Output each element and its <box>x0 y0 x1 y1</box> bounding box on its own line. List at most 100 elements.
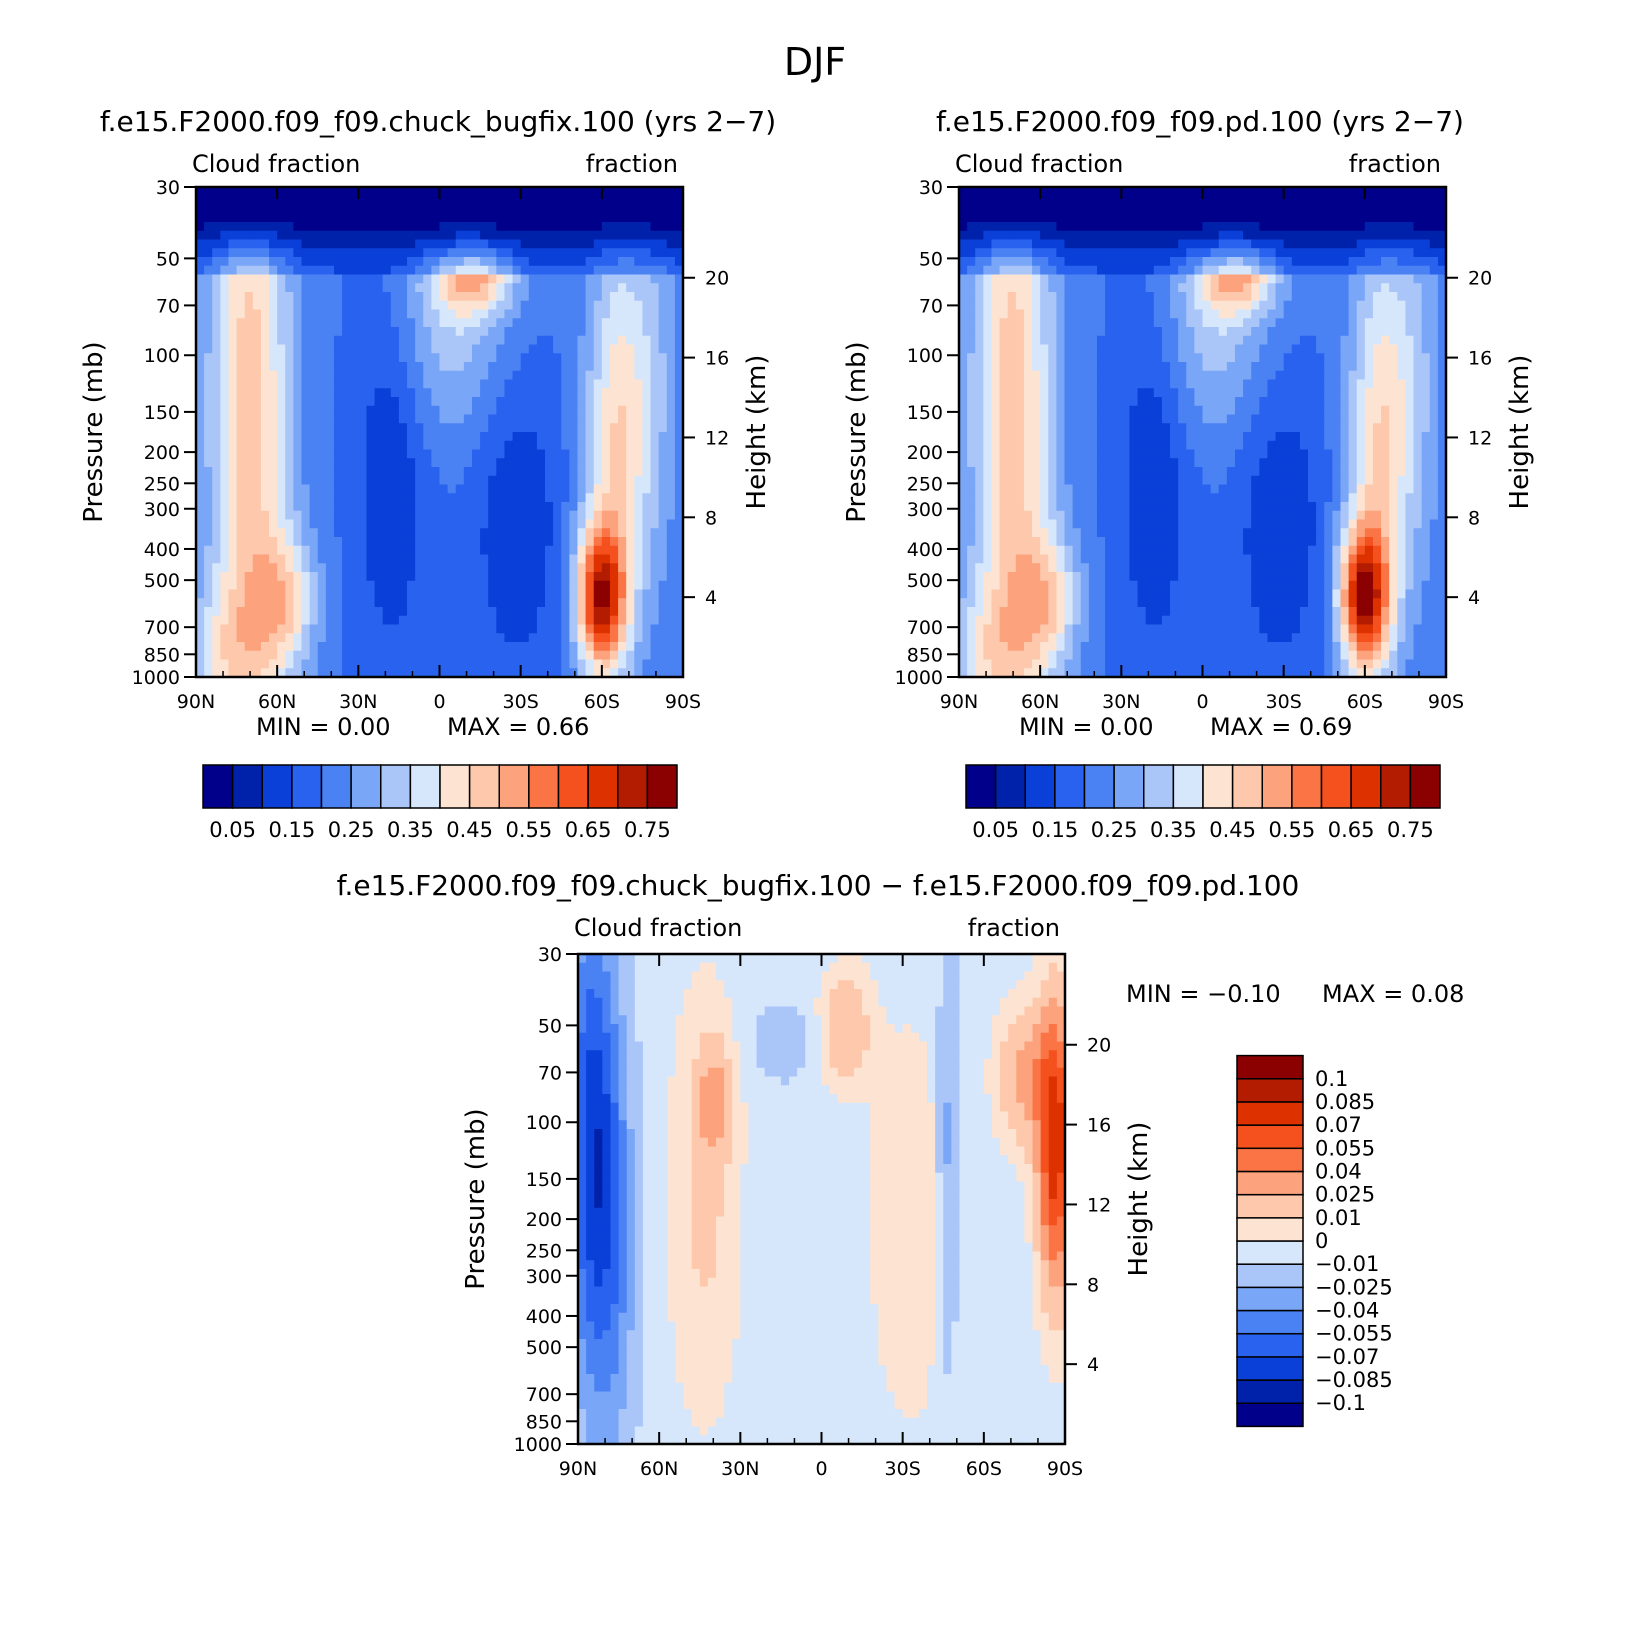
contour-cell <box>666 458 676 468</box>
contour-cell <box>520 589 530 599</box>
contour-cell <box>991 344 1001 354</box>
contour-cell <box>553 370 562 381</box>
contour-cell <box>431 204 441 214</box>
contour-cell <box>463 344 473 354</box>
contour-cell <box>488 362 497 372</box>
contour-cell <box>553 589 562 599</box>
contour-cell <box>569 248 579 258</box>
contour-cell <box>244 484 254 494</box>
contour-cell <box>1137 195 1147 206</box>
colorbar-box <box>617 764 649 809</box>
contour-cell <box>471 204 481 214</box>
contour-cell <box>520 563 530 573</box>
contour-cell <box>358 318 368 328</box>
contour-cell <box>999 248 1009 258</box>
contour-cell <box>1186 362 1195 372</box>
colorbar-label: 0.15 <box>268 818 315 842</box>
contour-cell <box>301 353 311 363</box>
contour-cell <box>350 283 359 293</box>
contour-cell <box>1202 379 1212 389</box>
contour-cell <box>642 397 652 407</box>
contour-cell <box>358 668 368 678</box>
contour-cell <box>488 642 497 652</box>
contour-cell <box>301 633 311 643</box>
contour-cell <box>325 510 335 521</box>
contour-cell <box>1316 397 1325 407</box>
contour-cell <box>1056 230 1066 241</box>
contour-cell <box>455 318 465 328</box>
contour-cell <box>642 388 652 398</box>
contour-cell <box>285 580 294 591</box>
contour-cell <box>407 292 416 302</box>
contour-cell <box>407 624 416 634</box>
contour-cell <box>577 659 587 669</box>
contour-cell <box>236 362 246 372</box>
contour-cell <box>577 537 587 547</box>
contour-cell <box>407 379 416 389</box>
contour-cell <box>480 458 489 468</box>
contour-cell <box>609 344 619 354</box>
contour-cell <box>642 475 652 486</box>
contour-cell <box>1080 300 1090 311</box>
contour-cell <box>382 230 392 241</box>
contour-cell <box>293 265 303 276</box>
contour-cell <box>1251 265 1260 276</box>
contour-cell <box>269 353 278 363</box>
contour-cell <box>431 274 441 284</box>
contour-cell <box>1356 204 1366 214</box>
contour-cell <box>439 659 449 669</box>
contour-cell <box>569 327 579 337</box>
contour-cell <box>536 642 546 652</box>
contour-cell <box>1105 300 1114 311</box>
contour-cell <box>423 265 432 276</box>
contour-cell <box>1308 222 1317 232</box>
contour-cell <box>204 423 213 433</box>
contour-cell <box>1153 283 1163 293</box>
contour-cell <box>593 213 603 223</box>
contour-cell <box>350 633 359 643</box>
contour-cell <box>325 615 335 626</box>
contour-cell <box>374 309 384 319</box>
contour-cell <box>1161 292 1171 302</box>
contour-cell <box>553 265 562 276</box>
contour-cell <box>528 405 538 416</box>
contour-cell <box>545 467 554 477</box>
contour-cell <box>252 370 262 381</box>
contour-cell <box>593 248 603 258</box>
contour-cell <box>358 222 368 232</box>
contour-cell <box>553 449 562 459</box>
contour-cell <box>545 230 554 241</box>
contour-cell <box>1308 353 1317 363</box>
contour-cell <box>658 248 668 258</box>
contour-cell <box>1397 353 1407 363</box>
contour-cell <box>666 528 676 538</box>
contour-cell <box>577 265 587 276</box>
contour-cell <box>585 204 595 214</box>
contour-cell <box>561 554 570 564</box>
contour-cell <box>1324 344 1333 354</box>
contour-cell <box>650 397 660 407</box>
contour-cell <box>1153 257 1163 267</box>
contour-cell <box>1170 274 1179 284</box>
contour-cell <box>601 248 611 258</box>
contour-cell <box>626 589 635 599</box>
contour-cell <box>1064 309 1074 319</box>
contour-cell <box>1186 265 1195 276</box>
contour-cell <box>252 283 262 293</box>
contour-cell <box>1308 344 1317 354</box>
contour-cell <box>488 650 497 661</box>
contour-cell <box>1364 344 1374 354</box>
contour-cell <box>480 440 489 451</box>
contour-cell <box>618 195 627 206</box>
contour-cell <box>520 432 530 442</box>
contour-cell <box>593 318 603 328</box>
contour-cell <box>285 642 294 652</box>
contour-cell <box>342 213 351 223</box>
contour-cell <box>309 440 319 451</box>
contour-cell <box>342 458 351 468</box>
contour-cell <box>480 222 489 232</box>
contour-cell <box>1080 318 1090 328</box>
contour-cell <box>536 239 546 249</box>
contour-cell <box>658 528 668 538</box>
contour-cell <box>1113 292 1122 302</box>
